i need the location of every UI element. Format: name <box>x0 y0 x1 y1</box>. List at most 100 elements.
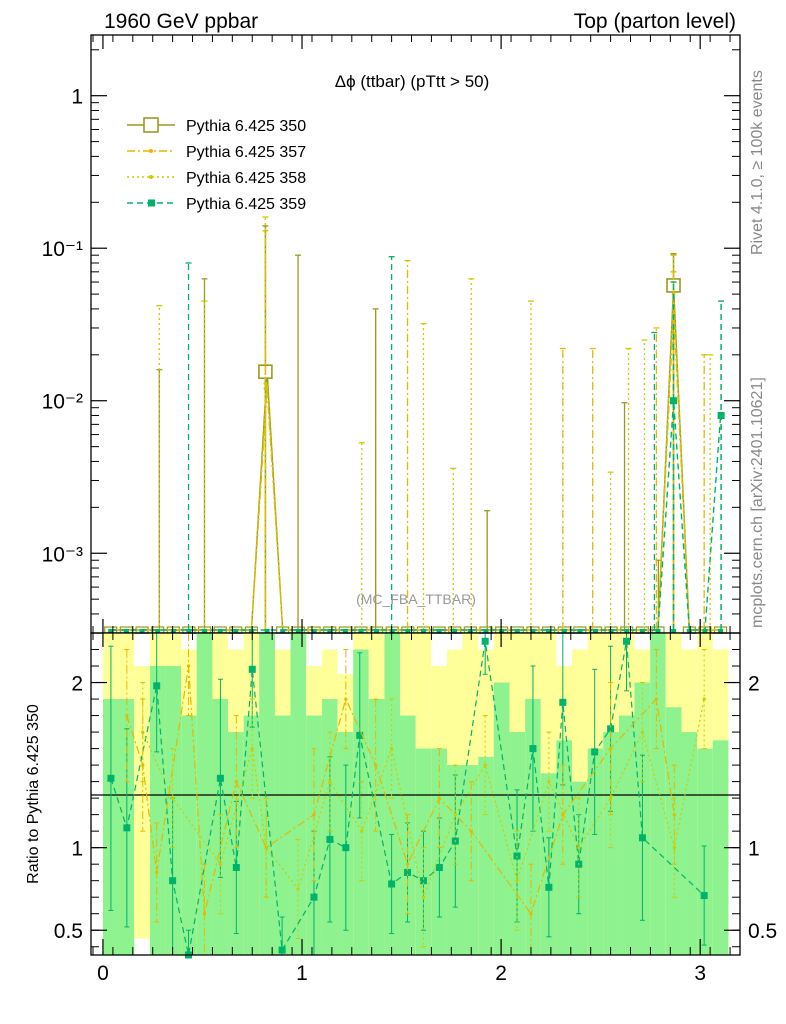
main-axis-ticks: 1 10⁻¹ 10⁻² 10⁻³ <box>42 35 740 634</box>
ratio-marker <box>638 834 646 842</box>
main-floor-marker <box>327 629 333 633</box>
ratio-marker <box>153 682 161 690</box>
ratio-marker <box>529 745 537 753</box>
ratio-band-green <box>478 756 494 955</box>
main-floor-marker <box>202 629 208 633</box>
legend-label: Pythia 6.425 357 <box>186 144 306 161</box>
ratio-band-green <box>665 707 682 955</box>
ratio-marker <box>169 877 177 885</box>
ratio-marker <box>453 813 457 817</box>
mcplots-label: mcplots.cern.ch [arXiv:2401.10621] <box>749 377 766 628</box>
main-ytick-label: 10⁻² <box>42 391 83 414</box>
ratio-band-green <box>384 633 400 955</box>
ratio-band-green <box>462 765 479 955</box>
ratio-marker <box>232 863 240 871</box>
ratio-ylabel: Ratio to Pythia 6.425 350 <box>25 704 42 884</box>
main-peak-marker <box>263 381 268 386</box>
main-ytick-label: 10⁻³ <box>42 543 83 566</box>
ratio-band-green <box>556 740 572 955</box>
ratio-band-green <box>368 699 385 955</box>
ratio-marker <box>310 893 318 901</box>
ratio-marker <box>356 731 364 739</box>
ratio-marker <box>640 730 645 734</box>
ratio-marker <box>529 912 533 916</box>
main-floor-marker <box>592 629 598 633</box>
ratio-band-green <box>603 732 619 955</box>
ratio-ytick-label-right: 2 <box>748 673 760 696</box>
legend-entry: Pythia 6.425 357 <box>127 144 306 161</box>
ratio-ytick-label-right: 1 <box>748 838 760 861</box>
ratio-marker <box>481 637 489 645</box>
main-floor-marker <box>108 629 114 633</box>
ratio-marker <box>437 796 441 800</box>
ratio-marker <box>435 863 443 871</box>
ratio-band-green <box>196 633 213 955</box>
main-title: Δϕ (ttbar) (pTtt > 50) <box>335 72 490 91</box>
ratio-marker <box>672 846 676 850</box>
legend-marker <box>148 199 155 207</box>
ratio-band-green <box>697 748 713 955</box>
legend-marker <box>143 117 159 133</box>
main-floor-marker <box>671 629 677 633</box>
main-floor-marker <box>264 629 270 633</box>
main-floor-marker <box>123 629 129 633</box>
ratio-band-green <box>650 633 666 955</box>
ratio-marker <box>623 637 631 645</box>
ratio-marker <box>296 887 300 891</box>
main-series-1 <box>104 225 728 634</box>
ratio-series-3 <box>140 649 707 948</box>
ratio-band-green <box>493 682 510 955</box>
main-peak-marker <box>717 412 725 420</box>
ratio-band-green <box>149 666 166 955</box>
ratio-marker <box>561 813 565 817</box>
main-series-4 <box>108 256 725 633</box>
main-floor-marker <box>358 629 364 633</box>
analysis-tag: (MC_FBA_TTBAR) <box>356 591 476 607</box>
ratio-band-green <box>618 715 635 955</box>
ratio-marker <box>264 846 268 850</box>
main-floor-marker <box>170 629 176 633</box>
main-floor-marker <box>155 629 161 633</box>
ratio-marker <box>483 763 487 767</box>
ratio-band-green <box>681 732 698 955</box>
legend-entry: Pythia 6.425 358 <box>127 170 306 187</box>
legend-entry: Pythia 6.425 359 <box>127 196 306 213</box>
main-floor-marker <box>420 629 426 633</box>
main-ytick-label: 1 <box>71 86 83 109</box>
ratio-band-green <box>712 740 729 955</box>
ratio-band-green <box>181 715 197 955</box>
ratio-ytick-label-right: 0.5 <box>748 920 777 943</box>
main-floor-marker <box>530 629 536 633</box>
ratio-marker <box>515 879 519 883</box>
header-left: 1960 GeV ppbar <box>104 10 258 33</box>
ratio-band-green <box>243 715 260 955</box>
ratio-marker <box>654 697 658 701</box>
ratio-ytick-label: 0.5 <box>54 920 83 943</box>
ratio-marker <box>202 912 207 916</box>
ratio-marker <box>234 780 238 784</box>
ratio-xtick-label: 2 <box>495 962 507 985</box>
main-floor-marker <box>389 629 395 633</box>
ratio-ytick-label: 2 <box>71 673 83 696</box>
ratio-marker <box>513 852 521 860</box>
main-ytick-label: 10⁻¹ <box>42 238 83 261</box>
ratio-band-green <box>587 748 604 955</box>
ratio-marker <box>326 835 334 843</box>
ratio-marker <box>328 780 332 784</box>
ratio-axis-ticks: 0.5 0.5 1 1 2 2 0 1 2 3 <box>54 633 777 985</box>
ratio-marker <box>342 844 350 852</box>
ratio-marker <box>171 796 175 800</box>
main-floor-marker <box>295 629 301 633</box>
ratio-marker <box>344 697 348 701</box>
ratio-marker <box>250 746 254 751</box>
ratio-marker <box>123 824 131 832</box>
main-panel: 1 10⁻¹ 10⁻² 10⁻³ Δϕ (ttbar) (pTtt > 50) (MC… <box>42 34 741 634</box>
ratio-xtick-label: 1 <box>296 962 308 985</box>
ratio-marker <box>702 697 706 701</box>
ratio-marker <box>591 748 599 756</box>
header-right: Top (parton level) <box>574 10 736 33</box>
ratio-band-green <box>571 781 588 955</box>
main-floor-marker <box>467 629 473 633</box>
ratio-marker <box>107 774 115 782</box>
ratio-marker <box>125 713 129 718</box>
